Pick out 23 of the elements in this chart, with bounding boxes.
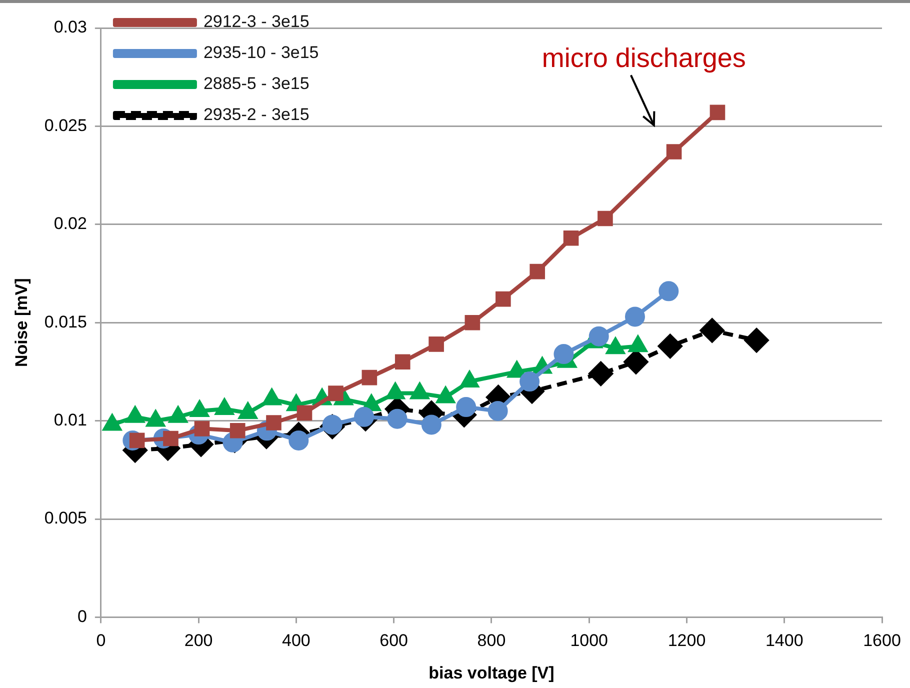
legend-label: 2885-5 - 3e15 xyxy=(203,74,310,94)
x-tick-label: 800 xyxy=(477,631,506,650)
x-tick-label: 1000 xyxy=(570,631,608,650)
y-tick-label: 0.025 xyxy=(44,116,87,135)
x-tick-label: 400 xyxy=(282,631,310,650)
x-tick-label: 0 xyxy=(96,631,106,650)
y-tick-label: 0.005 xyxy=(44,508,87,528)
y-tick-label: 0.02 xyxy=(54,214,87,234)
y-tick-label: 0.01 xyxy=(54,410,87,430)
legend-label: 2912-3 - 3e15 xyxy=(203,12,310,32)
x-tick-label: 1400 xyxy=(765,631,804,650)
y-axis-title: Noise [mV] xyxy=(12,278,31,367)
x-tick-label: 1200 xyxy=(668,631,706,650)
x-tick-label: 200 xyxy=(184,631,213,650)
legend-label: 2935-2 - 3e15 xyxy=(203,105,310,124)
y-tick-label: 0.015 xyxy=(44,312,87,332)
annotation: micro discharges xyxy=(542,43,746,74)
y-tick-label: 0.03 xyxy=(54,18,87,37)
x-tick-label: 600 xyxy=(380,631,408,650)
legend-label: 2935-10 - 3e15 xyxy=(203,43,319,62)
y-tick-label: 0 xyxy=(77,606,87,626)
x-axis-title: bias voltage [V] xyxy=(428,663,554,682)
x-tick-label: 1600 xyxy=(863,631,901,650)
